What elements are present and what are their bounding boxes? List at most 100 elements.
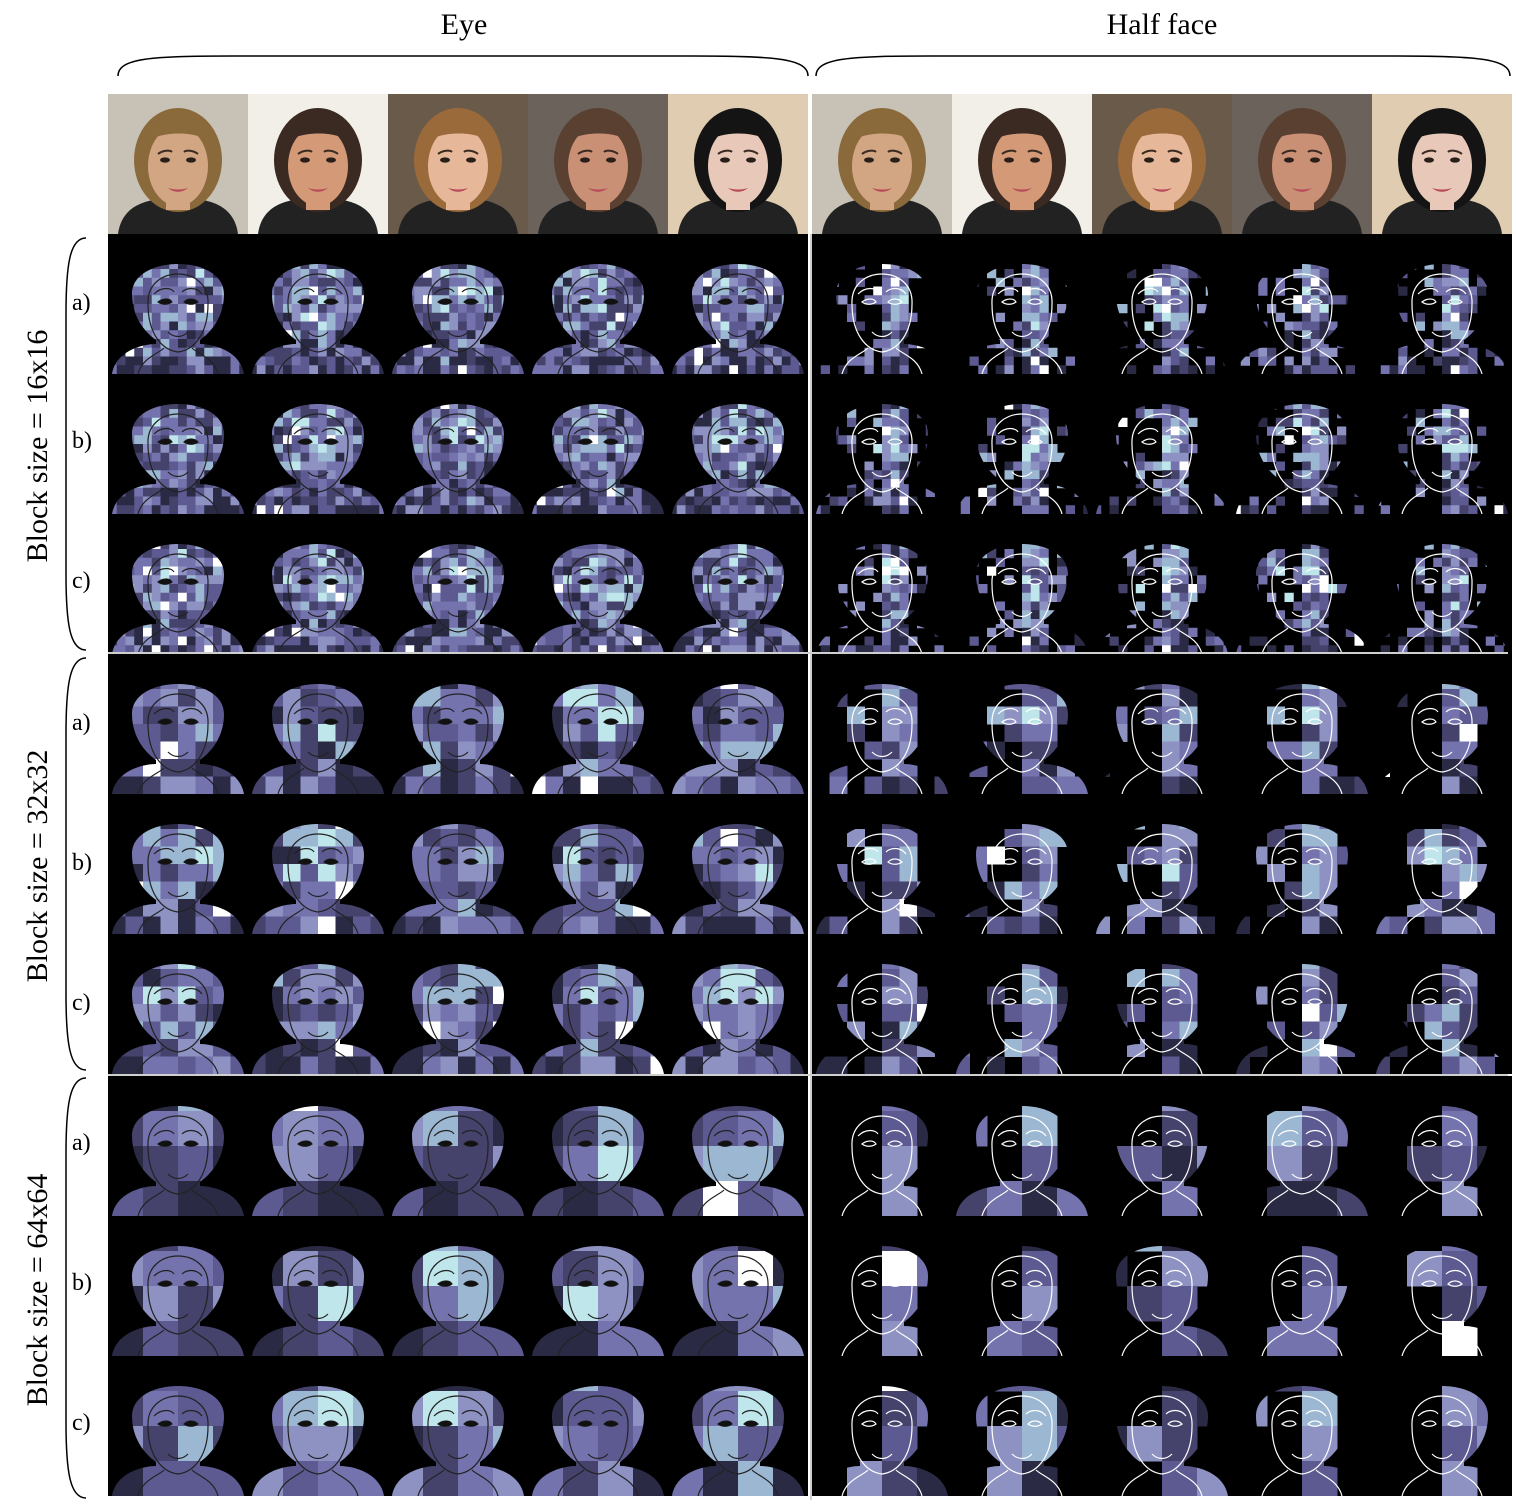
heatmap-tile xyxy=(108,934,248,1074)
heatmap-tile xyxy=(248,934,388,1074)
divider-row-32 xyxy=(108,652,1508,654)
heatmap-tile xyxy=(952,514,1092,654)
heatmap-tile xyxy=(668,654,808,794)
heatmap-tile xyxy=(812,654,952,794)
heatmap-tile xyxy=(528,1216,668,1356)
heatmap-tile xyxy=(1232,654,1372,794)
divider-vertical xyxy=(810,234,812,1500)
divider-row-64 xyxy=(108,1074,1508,1076)
heatmap-tile xyxy=(1232,1076,1372,1216)
face-photo-woman-brown-half xyxy=(1232,94,1372,234)
heatmap-tile xyxy=(528,234,668,374)
face-photo-man-blond-half xyxy=(812,94,952,234)
heatmap-tile xyxy=(388,374,528,514)
heatmap-tile xyxy=(1232,1356,1372,1496)
heatmap-tile xyxy=(1232,794,1372,934)
heatmap-tile xyxy=(1372,234,1512,374)
heatmap-tile xyxy=(1232,934,1372,1074)
heatmap-tile xyxy=(108,1356,248,1496)
heatmap-tile xyxy=(668,794,808,934)
heatmap-tile xyxy=(1372,1076,1512,1216)
heatmap-tile xyxy=(952,934,1092,1074)
heatmap-tile xyxy=(1372,514,1512,654)
row-label-32-a: a) xyxy=(72,710,91,736)
heatmap-tile xyxy=(1372,934,1512,1074)
face-photo-woman-black-half xyxy=(1372,94,1512,234)
row-label-64-b: b) xyxy=(72,1270,92,1296)
face-photo-woman-black-eye xyxy=(668,94,808,234)
brace-eye xyxy=(117,55,809,77)
heatmap-tile xyxy=(528,514,668,654)
face-photo-woman-dark-eye xyxy=(248,94,388,234)
row-label-64-a: a) xyxy=(72,1130,91,1156)
heatmap-tile xyxy=(528,934,668,1074)
heatmap-tile xyxy=(668,934,808,1074)
heatmap-tile xyxy=(108,1076,248,1216)
heatmap-tile xyxy=(388,1076,528,1216)
heatmap-tile xyxy=(248,1356,388,1496)
face-photo-girl-smile-half xyxy=(1092,94,1232,234)
heatmap-tile xyxy=(1372,654,1512,794)
heatmap-tile xyxy=(108,794,248,934)
heatmap-tile xyxy=(1372,1356,1512,1496)
heatmap-tile xyxy=(108,1216,248,1356)
heatmap-tile xyxy=(668,1076,808,1216)
heatmap-tile xyxy=(1092,374,1232,514)
heatmap-tile xyxy=(668,234,808,374)
heatmap-tile xyxy=(952,1216,1092,1356)
heatmap-tile xyxy=(952,1356,1092,1496)
group-label-32: Block size = 32x32 xyxy=(21,749,54,983)
heatmap-tile xyxy=(812,514,952,654)
heatmap-tile xyxy=(388,1356,528,1496)
heatmap-tile xyxy=(812,374,952,514)
heatmap-tile xyxy=(952,654,1092,794)
heatmap-tile xyxy=(812,234,952,374)
heatmap-tile xyxy=(1232,234,1372,374)
heatmap-tile xyxy=(1092,514,1232,654)
heatmap-tile xyxy=(528,654,668,794)
face-photo-man-blond-eye xyxy=(108,94,248,234)
heatmap-tile xyxy=(812,1076,952,1216)
heatmap-tile xyxy=(1092,1356,1232,1496)
heatmap-tile xyxy=(668,1216,808,1356)
heatmap-tile xyxy=(1232,514,1372,654)
heatmap-tile xyxy=(812,934,952,1074)
group-label-16: Block size = 16x16 xyxy=(21,329,54,563)
heatmap-tile xyxy=(668,514,808,654)
heatmap-tile xyxy=(248,1216,388,1356)
row-label-16-a: a) xyxy=(72,290,91,316)
column-title-eye: Eye xyxy=(440,8,488,41)
heatmap-tile xyxy=(388,1216,528,1356)
heatmap-tile xyxy=(108,514,248,654)
heatmap-tile xyxy=(1372,374,1512,514)
heatmap-tile xyxy=(248,514,388,654)
face-photo-girl-smile-eye xyxy=(388,94,528,234)
brace-group-32 xyxy=(65,657,87,1071)
heatmap-tile xyxy=(528,1076,668,1216)
brace-group-64 xyxy=(65,1077,87,1499)
heatmap-tile xyxy=(248,1076,388,1216)
heatmap-tile xyxy=(248,234,388,374)
heatmap-tile xyxy=(108,374,248,514)
heatmap-tile xyxy=(952,234,1092,374)
heatmap-tile xyxy=(388,934,528,1074)
column-title-half-face: Half face xyxy=(1106,8,1218,41)
heatmap-tile xyxy=(528,1356,668,1496)
heatmap-tile xyxy=(668,374,808,514)
heatmap-tile xyxy=(388,794,528,934)
heatmap-tile xyxy=(248,654,388,794)
face-photo-woman-dark-half xyxy=(952,94,1092,234)
heatmap-tile xyxy=(952,794,1092,934)
row-label-64-c: c) xyxy=(72,1410,91,1436)
heatmap-tile xyxy=(248,374,388,514)
heatmap-tile xyxy=(1232,374,1372,514)
heatmap-tile xyxy=(388,654,528,794)
heatmap-tile xyxy=(388,514,528,654)
heatmap-tile xyxy=(952,1076,1092,1216)
face-photo-woman-brown-eye xyxy=(528,94,668,234)
brace-group-16 xyxy=(65,237,87,651)
heatmap-tile xyxy=(812,1216,952,1356)
heatmap-tile xyxy=(812,794,952,934)
heatmap-tile xyxy=(1092,934,1232,1074)
heatmap-tile xyxy=(1092,234,1232,374)
